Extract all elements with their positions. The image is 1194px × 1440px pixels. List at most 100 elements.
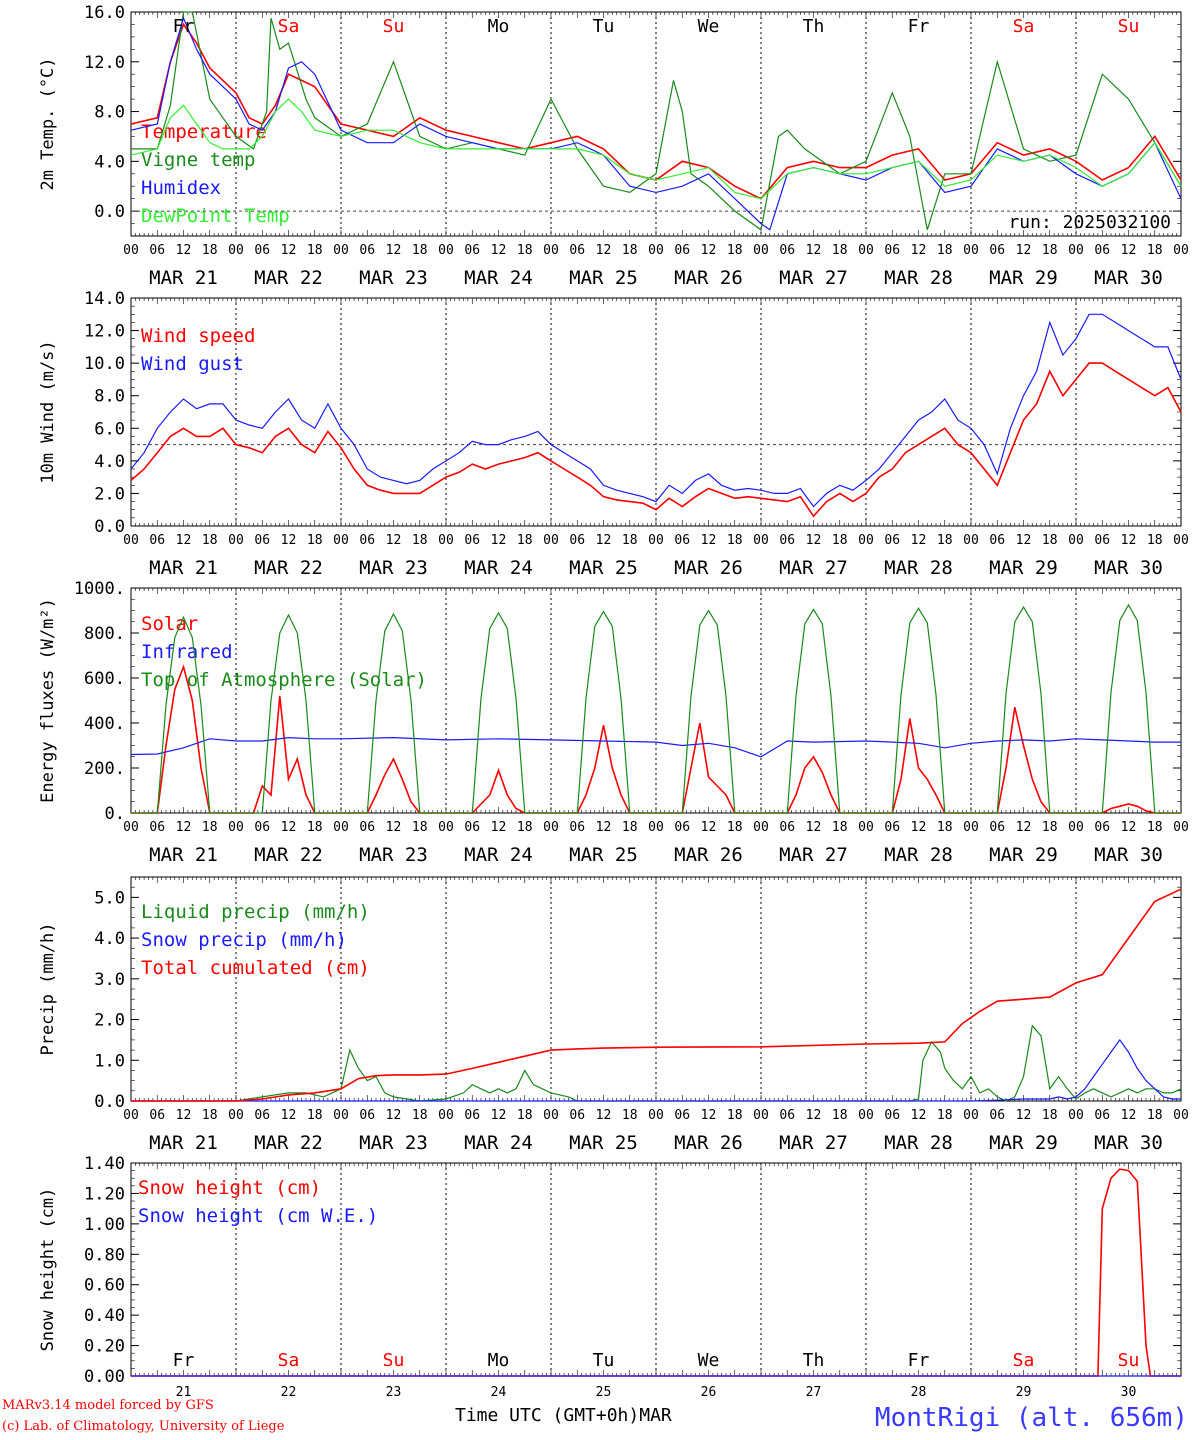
date-label: MAR 28 [884,557,953,579]
hour-tick-label: 06 [254,1108,270,1123]
hour-tick-label: 18 [202,533,218,548]
hour-tick-label: 06 [359,243,375,258]
credit-line-model: MARv3.14 model forced by GFS [2,1398,214,1413]
hour-tick-label: 12 [491,533,507,548]
y-tick-label: 0.0 [94,202,125,222]
hour-tick-label: 12 [281,243,297,258]
day-number-label: 25 [596,1385,612,1400]
series-line [130,22,1182,200]
hour-tick-label: 00 [228,820,244,835]
date-label: MAR 23 [359,1132,428,1154]
hour-tick-label: 12 [596,820,612,835]
hour-tick-label: 12 [806,243,822,258]
hour-tick-label: 00 [228,243,244,258]
hour-tick-label: 18 [202,1108,218,1123]
y-tick-label: 1.00 [84,1215,125,1235]
day-number-label: 28 [911,1385,927,1400]
hour-tick-label: 18 [1042,1108,1058,1123]
hour-tick-label: 00 [543,1108,559,1123]
series-line [130,98,1182,200]
hour-tick-label: 00 [123,243,139,258]
hour-tick-label: 12 [806,1108,822,1123]
date-label: MAR 22 [254,267,323,289]
hour-tick-label: 18 [517,533,533,548]
hour-tick-label: 00 [123,1108,139,1123]
legend-entry: Snow precip (mm/h) [141,929,347,951]
day-name-label: Su [383,16,405,37]
hour-tick-label: 18 [307,243,323,258]
hour-tick-label: 06 [149,243,165,258]
day-number-label: 22 [281,1385,297,1400]
date-label: MAR 29 [989,557,1058,579]
hour-tick-label: 06 [149,533,165,548]
day-name-label: Sa [278,16,300,37]
legend-entry: Wind speed [141,325,255,347]
hour-tick-label: 18 [727,820,743,835]
date-label: MAR 27 [779,267,848,289]
y-tick-label: 3.0 [94,970,125,990]
day-number-label: 27 [806,1385,822,1400]
y-tick-label: 0.40 [84,1306,125,1326]
hour-tick-label: 18 [412,243,428,258]
hour-tick-label: 18 [412,820,428,835]
date-label: MAR 24 [464,267,533,289]
y-tick-label: 8.0 [94,103,125,123]
hour-tick-label: 06 [884,243,900,258]
hour-tick-label: 00 [858,533,874,548]
hour-tick-label: 00 [963,243,979,258]
hour-tick-label: 12 [491,243,507,258]
hour-tick-label: 12 [596,243,612,258]
series-line [131,1024,1182,1102]
series-line [130,16,1182,231]
legend-entry: Vigne temp [141,149,255,171]
hour-tick-label: 00 [438,820,454,835]
day-name-label: Fr [173,1350,195,1371]
hour-tick-label: 00 [543,243,559,258]
hour-tick-label: 00 [1173,533,1189,548]
hour-tick-label: 00 [228,533,244,548]
hour-tick-label: 00 [858,243,874,258]
hour-tick-label: 00 [963,820,979,835]
hour-tick-label: 00 [1068,243,1084,258]
hour-tick-label: 12 [701,820,717,835]
day-name-label: Su [1118,16,1140,37]
date-label: MAR 26 [674,267,743,289]
hour-tick-label: 12 [806,820,822,835]
date-label: MAR 25 [569,267,638,289]
legend-entry: Wind gust [141,353,244,375]
hour-tick-label: 06 [359,533,375,548]
y-tick-label: 2.0 [94,1011,125,1031]
y-tick-label: 1.20 [84,1184,125,1204]
hour-tick-label: 12 [1016,1108,1032,1123]
hour-tick-label: 18 [832,243,848,258]
y-tick-label: 12.0 [84,53,125,73]
legend-entry: Snow height (cm) [138,1177,321,1199]
day-name-label: Sa [1013,1350,1035,1371]
date-label: MAR 21 [149,557,218,579]
hour-tick-label: 06 [989,243,1005,258]
hour-tick-label: 18 [622,1108,638,1123]
day-name-label: Sa [278,1350,300,1371]
series-line [130,313,1182,508]
series-line [130,736,1181,758]
date-label: MAR 25 [569,557,638,579]
date-label: MAR 21 [149,267,218,289]
hour-tick-label: 18 [937,1108,953,1123]
y-tick-label: 0.20 [84,1337,125,1357]
hour-tick-label: 12 [491,820,507,835]
date-label: MAR 21 [149,1132,218,1154]
y-tick-label: 4.0 [94,452,125,472]
hour-tick-label: 12 [1016,243,1032,258]
hour-tick-label: 18 [937,820,953,835]
hour-tick-label: 12 [176,243,192,258]
day-number-label: 29 [1016,1385,1032,1400]
legend-entry: Temperature [141,121,267,143]
hour-tick-label: 12 [1121,533,1137,548]
date-label: MAR 27 [779,557,848,579]
hour-tick-label: 06 [359,820,375,835]
hour-tick-label: 18 [622,243,638,258]
day-name-label: Tu [593,1350,615,1371]
hour-tick-label: 18 [1147,820,1163,835]
hour-tick-label: 00 [1173,243,1189,258]
legend-entry: Infrared [141,641,233,663]
